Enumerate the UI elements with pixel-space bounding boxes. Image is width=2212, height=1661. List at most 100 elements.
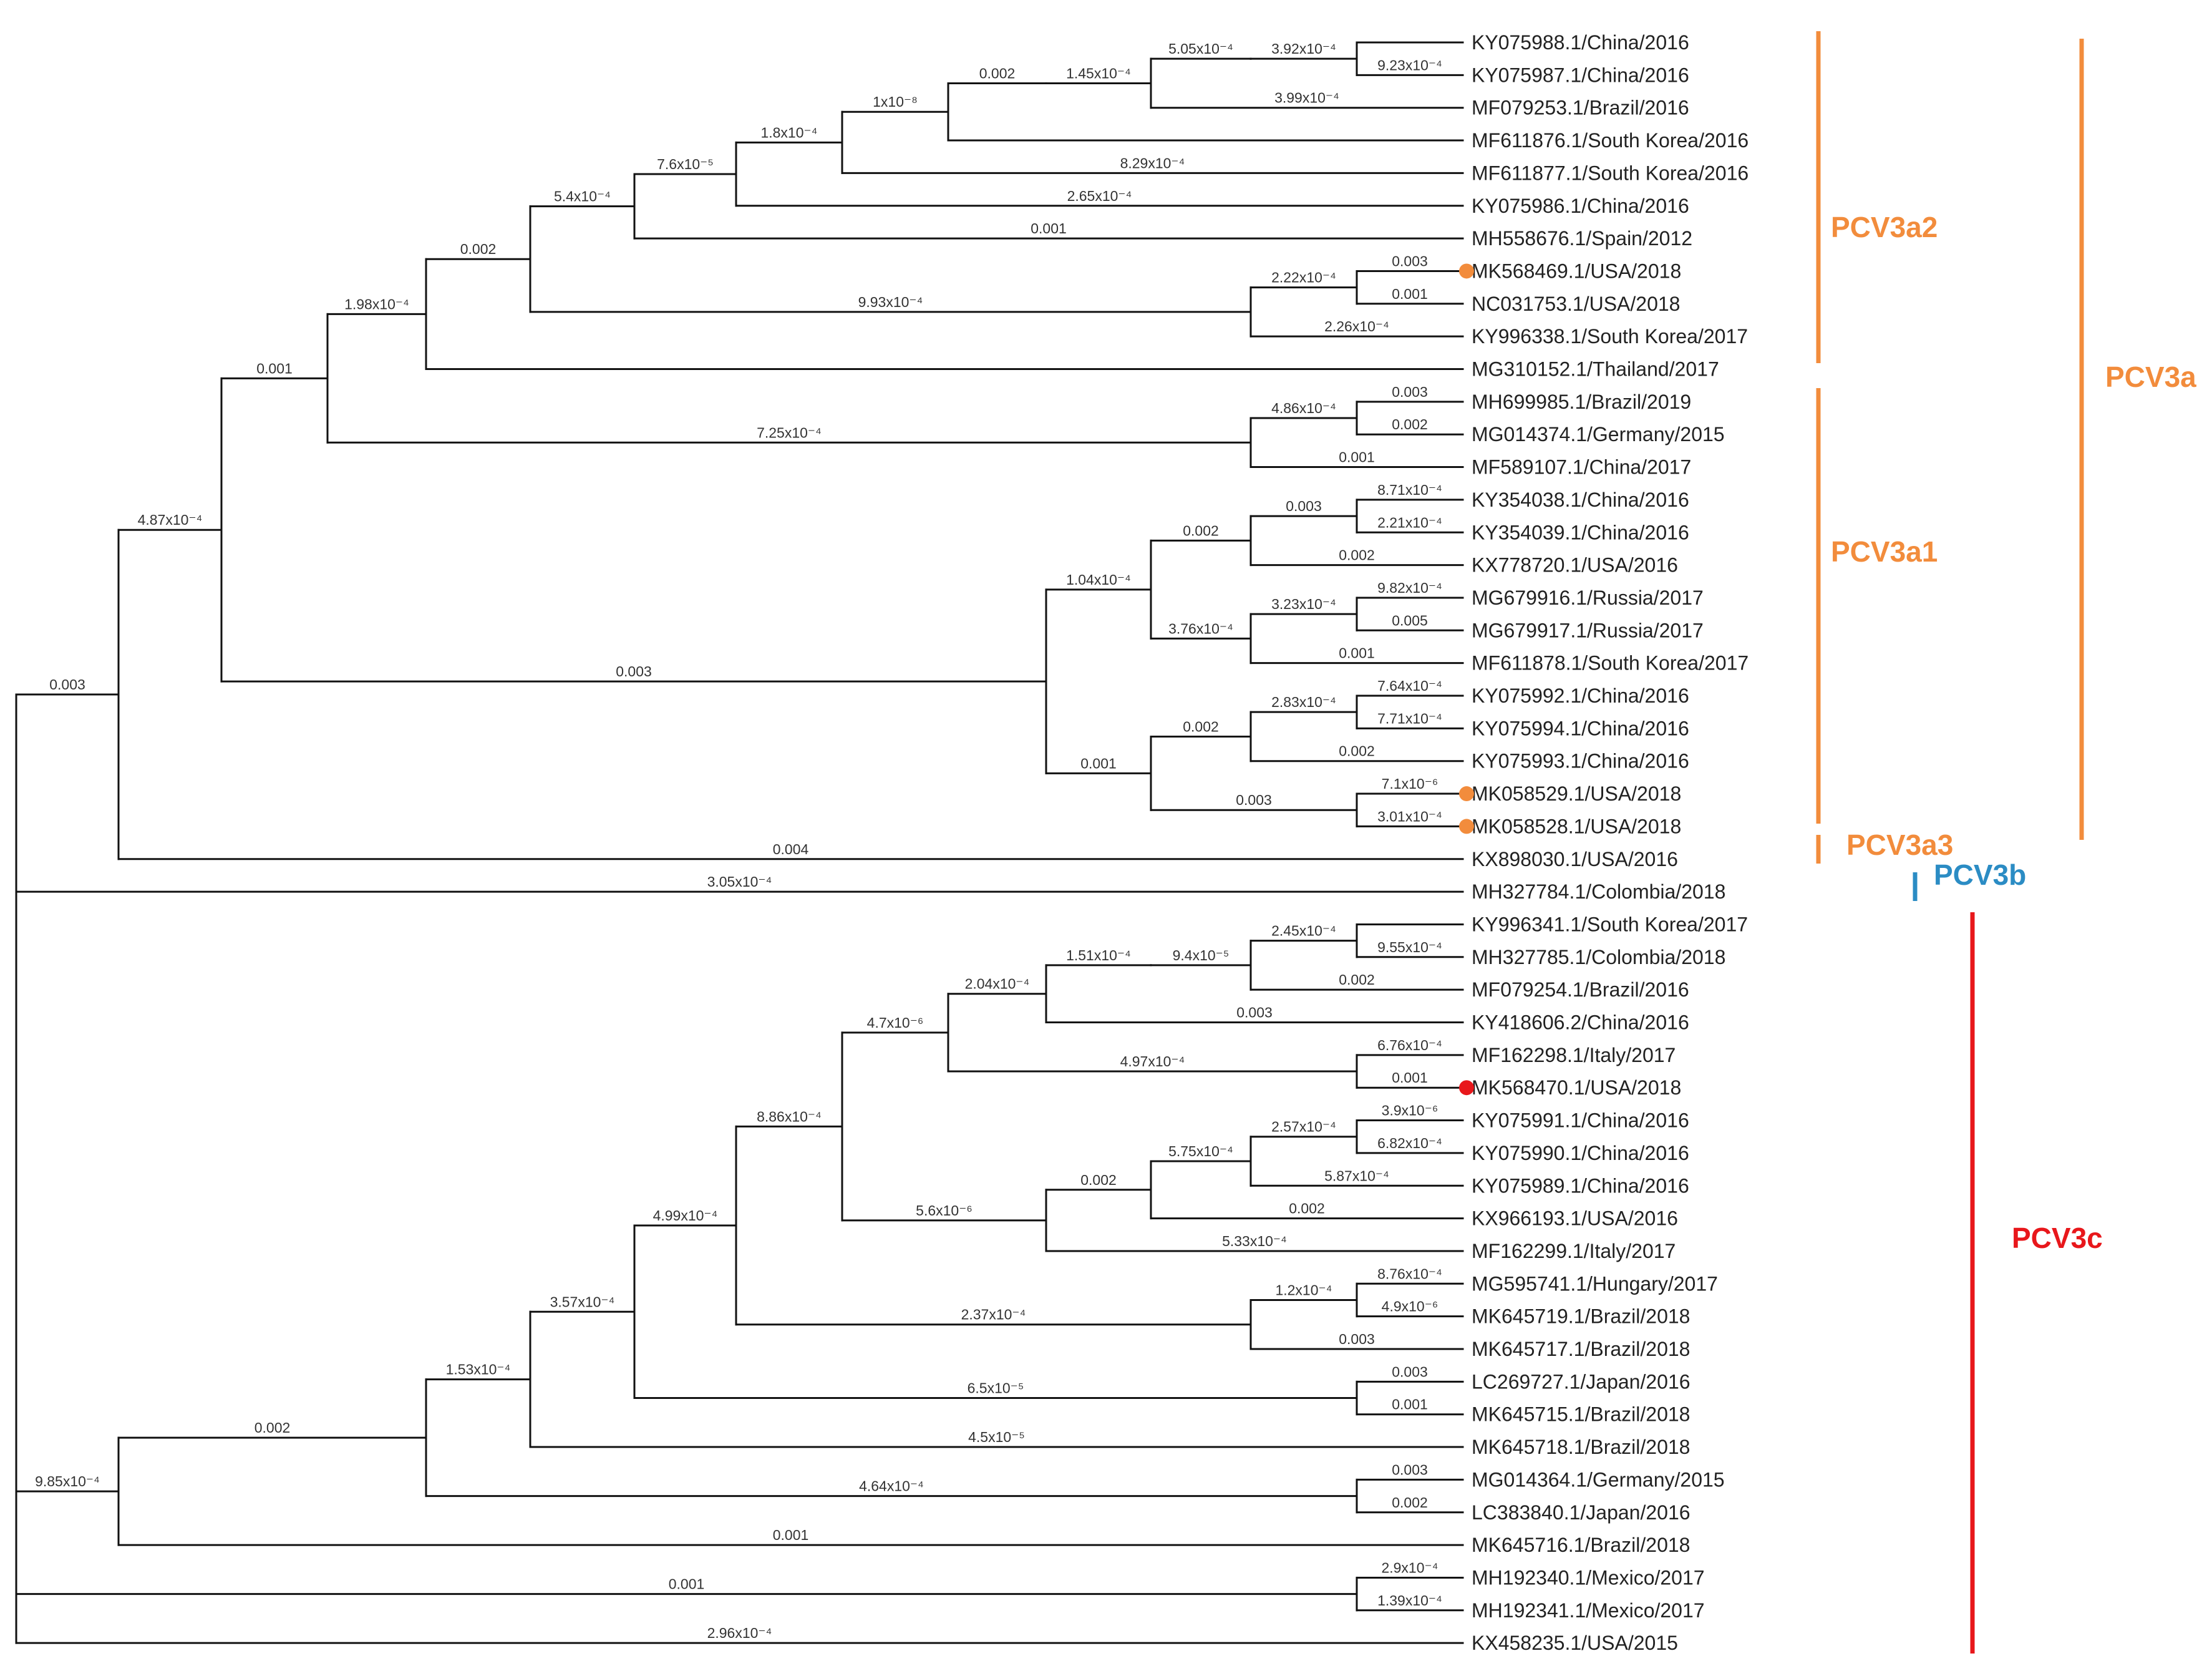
branch-length-label: 3.57x10⁻⁴ <box>550 1293 615 1310</box>
branch-length-label: 0.002 <box>1339 547 1375 563</box>
branch-length-label: 0.003 <box>1392 384 1428 400</box>
branch-length-label: 0.003 <box>1392 253 1428 269</box>
branch-length-label: 2.21x10⁻⁴ <box>1377 514 1442 530</box>
branch-length-label: 1.45x10⁻⁴ <box>1066 65 1131 81</box>
leaf-label: KY075993.1/China/2016 <box>1472 750 1689 772</box>
leaf-label: KY075990.1/China/2016 <box>1472 1142 1689 1164</box>
leaf-label: KY354038.1/China/2016 <box>1472 489 1689 511</box>
branch-length-label: 4.99x10⁻⁴ <box>653 1207 718 1224</box>
leaf-label: MK645717.1/Brazil/2018 <box>1472 1338 1690 1360</box>
leaf-label: NC031753.1/USA/2018 <box>1472 293 1680 315</box>
leaf-label: MG014364.1/Germany/2015 <box>1472 1468 1725 1491</box>
leaf-label: MK058529.1/USA/2018 <box>1472 782 1681 805</box>
branch-length-label: 1.39x10⁻⁴ <box>1377 1592 1442 1609</box>
branch-length-label: 2.45x10⁻⁴ <box>1271 923 1336 939</box>
leaf-label: KY996338.1/South Korea/2017 <box>1472 325 1748 348</box>
branch-length-label: 3.23x10⁻⁴ <box>1271 596 1336 612</box>
branch-length-label: 0.002 <box>1392 1494 1428 1511</box>
highlight-dot <box>1459 263 1474 279</box>
leaf-label: MK645718.1/Brazil/2018 <box>1472 1436 1690 1458</box>
branch-length-label: 0.003 <box>49 676 85 693</box>
branch-length-label: 0.003 <box>1236 1005 1273 1021</box>
leaf-label: MF079254.1/Brazil/2016 <box>1472 978 1689 1001</box>
branch-length-label: 8.76x10⁻⁴ <box>1377 1265 1442 1282</box>
clade-label: PCV3b <box>1934 859 2026 891</box>
branch-length-label: 2.96x10⁻⁴ <box>707 1625 772 1641</box>
leaf-label: MG014374.1/Germany/2015 <box>1472 423 1725 446</box>
branch-length-label: 0.004 <box>773 841 809 857</box>
branch-length-label: 1.04x10⁻⁴ <box>1066 572 1131 588</box>
branch-length-label: 4.64x10⁻⁴ <box>859 1478 924 1494</box>
branch-length-label: 8.86x10⁻⁴ <box>757 1108 822 1124</box>
leaf-label: MH327785.1/Colombia/2018 <box>1472 946 1725 968</box>
branch-length-label: 5.6x10⁻⁶ <box>916 1202 973 1219</box>
branch-length-label: 2.22x10⁻⁴ <box>1271 270 1336 286</box>
branch-length-label: 2.26x10⁻⁴ <box>1324 318 1389 334</box>
branch-length-label: 0.001 <box>256 360 293 376</box>
branch-length-label: 1x10⁻⁸ <box>873 94 918 110</box>
leaf-label: MH192341.1/Mexico/2017 <box>1472 1599 1705 1622</box>
leaf-label: KY996341.1/South Korea/2017 <box>1472 913 1748 935</box>
leaf-label: MF162299.1/Italy/2017 <box>1472 1240 1676 1262</box>
branch-length-label: 3.9x10⁻⁶ <box>1382 1103 1438 1119</box>
branch-length-label: 5.05x10⁻⁴ <box>1168 41 1233 57</box>
leaf-label: KY075986.1/China/2016 <box>1472 195 1689 217</box>
branch-length-label: 0.003 <box>616 663 652 680</box>
clade-label: PCV3a1 <box>1831 535 1938 568</box>
highlight-markers <box>1459 263 1474 1096</box>
leaf-label: KX778720.1/USA/2016 <box>1472 554 1678 577</box>
branch-length-label: 0.001 <box>1080 755 1117 771</box>
leaf-label: KY075992.1/China/2016 <box>1472 684 1689 707</box>
branch-length-label: 4.9x10⁻⁶ <box>1382 1298 1438 1315</box>
clade-label: PCV3c <box>2012 1222 2103 1254</box>
leaf-label: MH327784.1/Colombia/2018 <box>1472 880 1725 903</box>
branch-length-label: 4.86x10⁻⁴ <box>1271 400 1336 416</box>
branch-length-label: 3.76x10⁻⁴ <box>1168 620 1233 636</box>
branch-length-label: 7.6x10⁻⁵ <box>657 156 714 172</box>
branch-length-labels: 0.003 4.87x10⁻⁴ 0.001 1.98x10⁻⁴ 0.002 5.4x10⁻… <box>35 41 1442 1641</box>
branch-length-label: 7.1x10⁻⁶ <box>1382 776 1438 792</box>
branch-length-label: 6.76x10⁻⁴ <box>1377 1037 1442 1053</box>
leaf-label: MK058528.1/USA/2018 <box>1472 815 1681 837</box>
branch-length-label: 0.002 <box>1339 743 1375 759</box>
leaf-label: MG595741.1/Hungary/2017 <box>1472 1272 1718 1295</box>
leaf-label: KY075988.1/China/2016 <box>1472 31 1689 54</box>
branch-length-label: 2.83x10⁻⁴ <box>1271 694 1336 710</box>
clade-label: PCV3a3 <box>1846 829 1953 861</box>
branch-length-label: 7.71x10⁻⁴ <box>1377 710 1442 726</box>
branch-length-label: 0.002 <box>460 241 497 257</box>
leaf-label: MG679916.1/Russia/2017 <box>1472 587 1704 609</box>
leaf-label: MF589107.1/China/2017 <box>1472 456 1691 479</box>
branch-length-label: 2.37x10⁻⁴ <box>961 1307 1026 1323</box>
branch-length-label: 9.55x10⁻⁴ <box>1377 939 1442 955</box>
branch-length-label: 1.51x10⁻⁴ <box>1066 947 1131 963</box>
branch-length-label: 8.71x10⁻⁴ <box>1377 482 1442 498</box>
branch-length-label: 0.003 <box>1236 792 1272 808</box>
leaf-label: KY418606.2/China/2016 <box>1472 1011 1689 1034</box>
branch-length-label: 2.9x10⁻⁴ <box>1381 1559 1438 1576</box>
branch-length-label: 9.82x10⁻⁴ <box>1377 580 1442 596</box>
branch-length-label: 5.87x10⁻⁴ <box>1324 1167 1389 1184</box>
leaf-label: KY075994.1/China/2016 <box>1472 717 1689 739</box>
branch-length-label: 9.85x10⁻⁴ <box>35 1473 100 1489</box>
branch-length-label: 1.2x10⁻⁴ <box>1275 1282 1332 1298</box>
branch-length-label: 0.005 <box>1392 612 1428 628</box>
branch-length-label: 7.64x10⁻⁴ <box>1377 678 1442 694</box>
branch-length-label: 7.25x10⁻⁴ <box>757 424 822 441</box>
branch-length-label: 0.002 <box>1183 718 1219 734</box>
branch-length-label: 5.75x10⁻⁴ <box>1168 1143 1233 1159</box>
leaf-label: MF079253.1/Brazil/2016 <box>1472 97 1689 119</box>
leaf-labels: KY075988.1/China/2016 KY075987.1/China/20… <box>1472 31 1749 1654</box>
branch-length-label: 6.5x10⁻⁵ <box>968 1380 1024 1396</box>
leaf-label: MK568470.1/USA/2018 <box>1472 1076 1681 1099</box>
branch-length-label: 3.05x10⁻⁴ <box>707 874 772 890</box>
leaf-label: MF611878.1/South Korea/2017 <box>1472 652 1749 675</box>
leaf-label: MH699985.1/Brazil/2019 <box>1472 391 1691 413</box>
leaf-label: KX458235.1/USA/2015 <box>1472 1632 1678 1654</box>
branch-length-label: 0.001 <box>1392 1396 1428 1413</box>
branch-length-label: 0.001 <box>1392 286 1428 302</box>
leaf-label: KX966193.1/USA/2016 <box>1472 1207 1678 1230</box>
branch-length-label: 0.003 <box>1392 1363 1428 1380</box>
